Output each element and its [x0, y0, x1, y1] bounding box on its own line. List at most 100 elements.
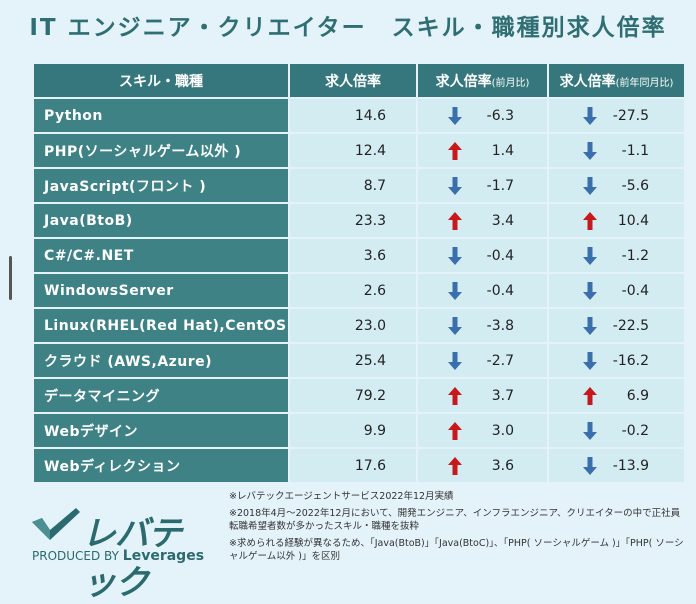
yoy-value: -1.2: [621, 247, 649, 264]
table-row: C#/C#.NET 3.6 -0.4 -1.2: [34, 239, 684, 272]
arrow-up-icon: [448, 421, 462, 440]
ratio-cell: 3.6: [290, 239, 418, 272]
skill-cell: Webディレクション: [34, 449, 290, 482]
yoy-cell: -0.2: [549, 414, 684, 447]
yoy-cell: -1.2: [549, 239, 684, 272]
mom-value: -3.8: [486, 317, 514, 334]
levtech-logo: レバテック PRODUCED BY Leverages: [32, 508, 212, 603]
header-skill: スキル・職種: [34, 64, 290, 97]
arrow-down-icon: [583, 456, 597, 475]
arrow-up-icon: [448, 386, 462, 405]
footnote: ※2018年4月～2022年12月において、開発エンジニア、インフラエンジニア、…: [229, 508, 681, 532]
ratio-cell: 25.4: [290, 344, 418, 377]
mom-cell: -2.7: [418, 344, 549, 377]
mom-value: -6.3: [486, 107, 514, 124]
mom-cell: 3.4: [418, 204, 549, 237]
mom-cell: 1.4: [418, 134, 549, 167]
arrow-up-icon: [448, 211, 462, 230]
header-yoy-main: 求人倍率: [559, 73, 616, 90]
mom-value: -1.7: [486, 177, 514, 194]
brand-name: Leverages: [122, 548, 205, 564]
arrow-down-icon: [583, 106, 597, 125]
mom-value: 3.7: [491, 387, 514, 404]
mom-cell: -1.7: [418, 169, 549, 202]
arrow-down-icon: [448, 316, 462, 335]
mom-value: -2.7: [486, 352, 514, 369]
arrow-up-icon: [583, 211, 597, 230]
arrow-up-icon: [448, 141, 462, 160]
arrow-down-icon: [583, 246, 597, 265]
skill-cell: Linux(RHEL(Red Hat),CentOS): [34, 309, 290, 342]
skill-cell: C#/C#.NET: [34, 239, 290, 272]
table-row: JavaScript(フロント ) 8.7 -1.7 -5.6: [34, 169, 684, 202]
yoy-cell: 6.9: [549, 379, 684, 412]
scroll-indicator[interactable]: [9, 256, 12, 300]
mom-cell: -0.4: [418, 239, 549, 272]
mom-value: -0.4: [486, 282, 514, 299]
skill-cell: データマイニング: [34, 379, 290, 412]
mom-value: 3.4: [491, 212, 514, 229]
footnotes: ※レバテックエージェントサービス2022年12月実績 ※2018年4月～2022…: [229, 490, 689, 567]
yoy-value: 6.9: [626, 387, 649, 404]
yoy-value: -1.1: [621, 142, 649, 159]
table-row: Webディレクション 17.6 3.6 -13.9: [34, 449, 684, 482]
ratio-cell: 23.0: [290, 309, 418, 342]
header-mom: 求人倍率(前月比): [418, 64, 549, 97]
ratio-cell: 9.9: [290, 414, 418, 447]
mom-cell: 3.0: [418, 414, 549, 447]
arrow-down-icon: [583, 281, 597, 300]
yoy-cell: -16.2: [549, 344, 684, 377]
ratio-cell: 23.3: [290, 204, 418, 237]
table-row: クラウド (AWS,Azure) 25.4 -2.7 -16.2: [34, 344, 684, 377]
table-row: PHP(ソーシャルゲーム以外 ) 12.4 1.4 -1.1: [34, 134, 684, 167]
table-row: WindowsServer 2.6 -0.4 -0.4: [34, 274, 684, 307]
table-row: Webデザイン 9.9 3.0 -0.2: [34, 414, 684, 447]
footnote: ※レバテックエージェントサービス2022年12月実績: [229, 491, 454, 502]
yoy-cell: -13.9: [549, 449, 684, 482]
arrow-down-icon: [448, 106, 462, 125]
header-mom-sub: (前月比): [491, 77, 530, 89]
arrow-down-icon: [583, 351, 597, 370]
produced-by-label: PRODUCED BY: [32, 549, 119, 563]
yoy-cell: 10.4: [549, 204, 684, 237]
yoy-cell: -0.4: [549, 274, 684, 307]
mom-value: 3.6: [491, 457, 514, 474]
arrow-down-icon: [583, 141, 597, 160]
arrow-down-icon: [448, 246, 462, 265]
header-yoy: 求人倍率(前年同月比): [549, 64, 684, 97]
mom-value: 3.0: [491, 422, 514, 439]
arrow-down-icon: [448, 351, 462, 370]
mom-cell: 3.7: [418, 379, 549, 412]
arrow-down-icon: [583, 316, 597, 335]
mom-cell: -6.3: [418, 99, 549, 132]
ratio-cell: 17.6: [290, 449, 418, 482]
header-ratio: 求人倍率: [290, 64, 418, 97]
arrow-down-icon: [583, 176, 597, 195]
skill-cell: JavaScript(フロント ): [34, 169, 290, 202]
yoy-value: -0.2: [621, 422, 649, 439]
yoy-value: -16.2: [612, 352, 649, 369]
skill-cell: Java(BtoB): [34, 204, 290, 237]
skill-cell: PHP(ソーシャルゲーム以外 ): [34, 134, 290, 167]
skill-cell: Webデザイン: [34, 414, 290, 447]
mom-value: 1.4: [491, 142, 514, 159]
yoy-value: -27.5: [612, 107, 649, 124]
mom-cell: -3.8: [418, 309, 549, 342]
ratio-table: スキル・職種 求人倍率 求人倍率(前月比) 求人倍率(前年同月比) Python…: [34, 62, 684, 484]
ratio-cell: 14.6: [290, 99, 418, 132]
page-title: IT エンジニア・クリエイター スキル・職種別求人倍率: [29, 15, 667, 41]
table-row: Python 14.6 -6.3 -27.5: [34, 99, 684, 132]
header-yoy-sub: (前年同月比): [615, 77, 674, 89]
yoy-cell: -27.5: [549, 99, 684, 132]
yoy-value: -5.6: [621, 177, 649, 194]
ratio-cell: 79.2: [290, 379, 418, 412]
table-row: Java(BtoB) 23.3 3.4 10.4: [34, 204, 684, 237]
footer: レバテック PRODUCED BY Leverages ※レバテックエージェント…: [0, 478, 696, 603]
header-mom-main: 求人倍率: [435, 73, 492, 90]
table-row: Linux(RHEL(Red Hat),CentOS) 23.0 -3.8 -22.5: [34, 309, 684, 342]
ratio-cell: 8.7: [290, 169, 418, 202]
yoy-value: -13.9: [612, 457, 649, 474]
skill-cell: Python: [34, 99, 290, 132]
yoy-cell: -1.1: [549, 134, 684, 167]
arrow-down-icon: [448, 281, 462, 300]
